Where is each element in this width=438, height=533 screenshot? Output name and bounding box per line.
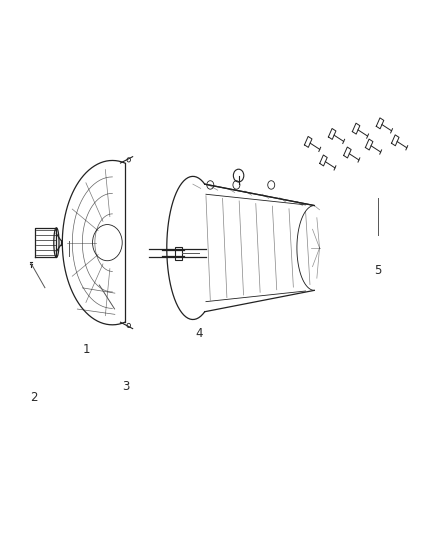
Text: 5: 5 [374, 264, 381, 277]
Text: 2: 2 [30, 391, 38, 404]
Text: 3: 3 [122, 381, 129, 393]
Text: 1: 1 [82, 343, 90, 357]
Text: 4: 4 [196, 327, 203, 341]
Bar [176, 247, 182, 260]
